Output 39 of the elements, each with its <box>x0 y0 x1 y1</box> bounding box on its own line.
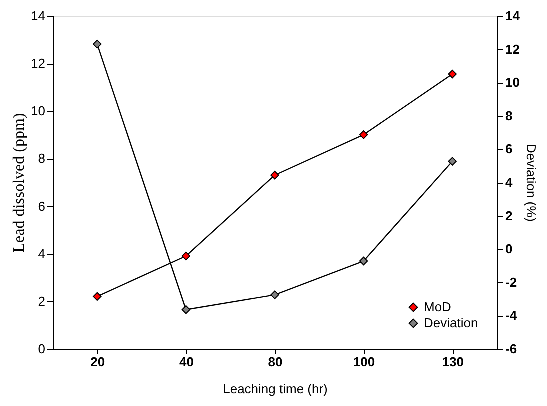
point <box>270 290 280 300</box>
y-axis-title: Lead dissolved (ppm) <box>11 113 28 253</box>
x-tick-label: 80 <box>268 354 283 370</box>
y2-tick-label: 8 <box>506 108 513 124</box>
y2-axis-title: Deviation (%) <box>524 144 539 222</box>
y2-tick-label: 14 <box>506 8 521 24</box>
point <box>359 256 368 266</box>
y-tick-label: 8 <box>38 151 46 166</box>
x-tick-label: 40 <box>179 354 194 370</box>
y2-tick-label: -2 <box>506 274 518 290</box>
x-tick-label: 100 <box>353 354 376 370</box>
x-tick-label: 20 <box>90 354 106 370</box>
point <box>448 70 457 79</box>
point <box>448 157 457 166</box>
y2-tick-label: 2 <box>506 208 513 224</box>
y2-tick-label: -4 <box>506 308 518 324</box>
legend-label: MoD <box>424 300 452 314</box>
y2-tick-label: 12 <box>506 42 520 57</box>
y-tick-label: 10 <box>31 104 46 119</box>
y2-tick-label: 0 <box>506 242 513 257</box>
point <box>93 40 102 49</box>
y-tick-label: 0 <box>38 342 46 356</box>
point <box>182 306 191 314</box>
y-tick-label: 12 <box>31 56 46 72</box>
point <box>93 292 102 302</box>
x-tick-label: 130 <box>442 354 464 370</box>
point <box>270 170 280 180</box>
y-tick-label: 4 <box>38 246 46 262</box>
y-tick-label: 6 <box>38 198 46 214</box>
y2-tick-label: -6 <box>506 342 518 356</box>
y2-tick-label: 4 <box>506 175 514 190</box>
point <box>182 252 191 261</box>
legend-label: Deviation <box>424 316 478 330</box>
x-axis-title: Leaching time (hr) <box>223 382 328 396</box>
y-tick-label: 2 <box>38 294 46 309</box>
point <box>359 130 368 140</box>
y-tick-label: 14 <box>31 8 46 24</box>
y2-tick-label: 10 <box>506 75 520 90</box>
y2-tick-label: 6 <box>506 142 513 157</box>
